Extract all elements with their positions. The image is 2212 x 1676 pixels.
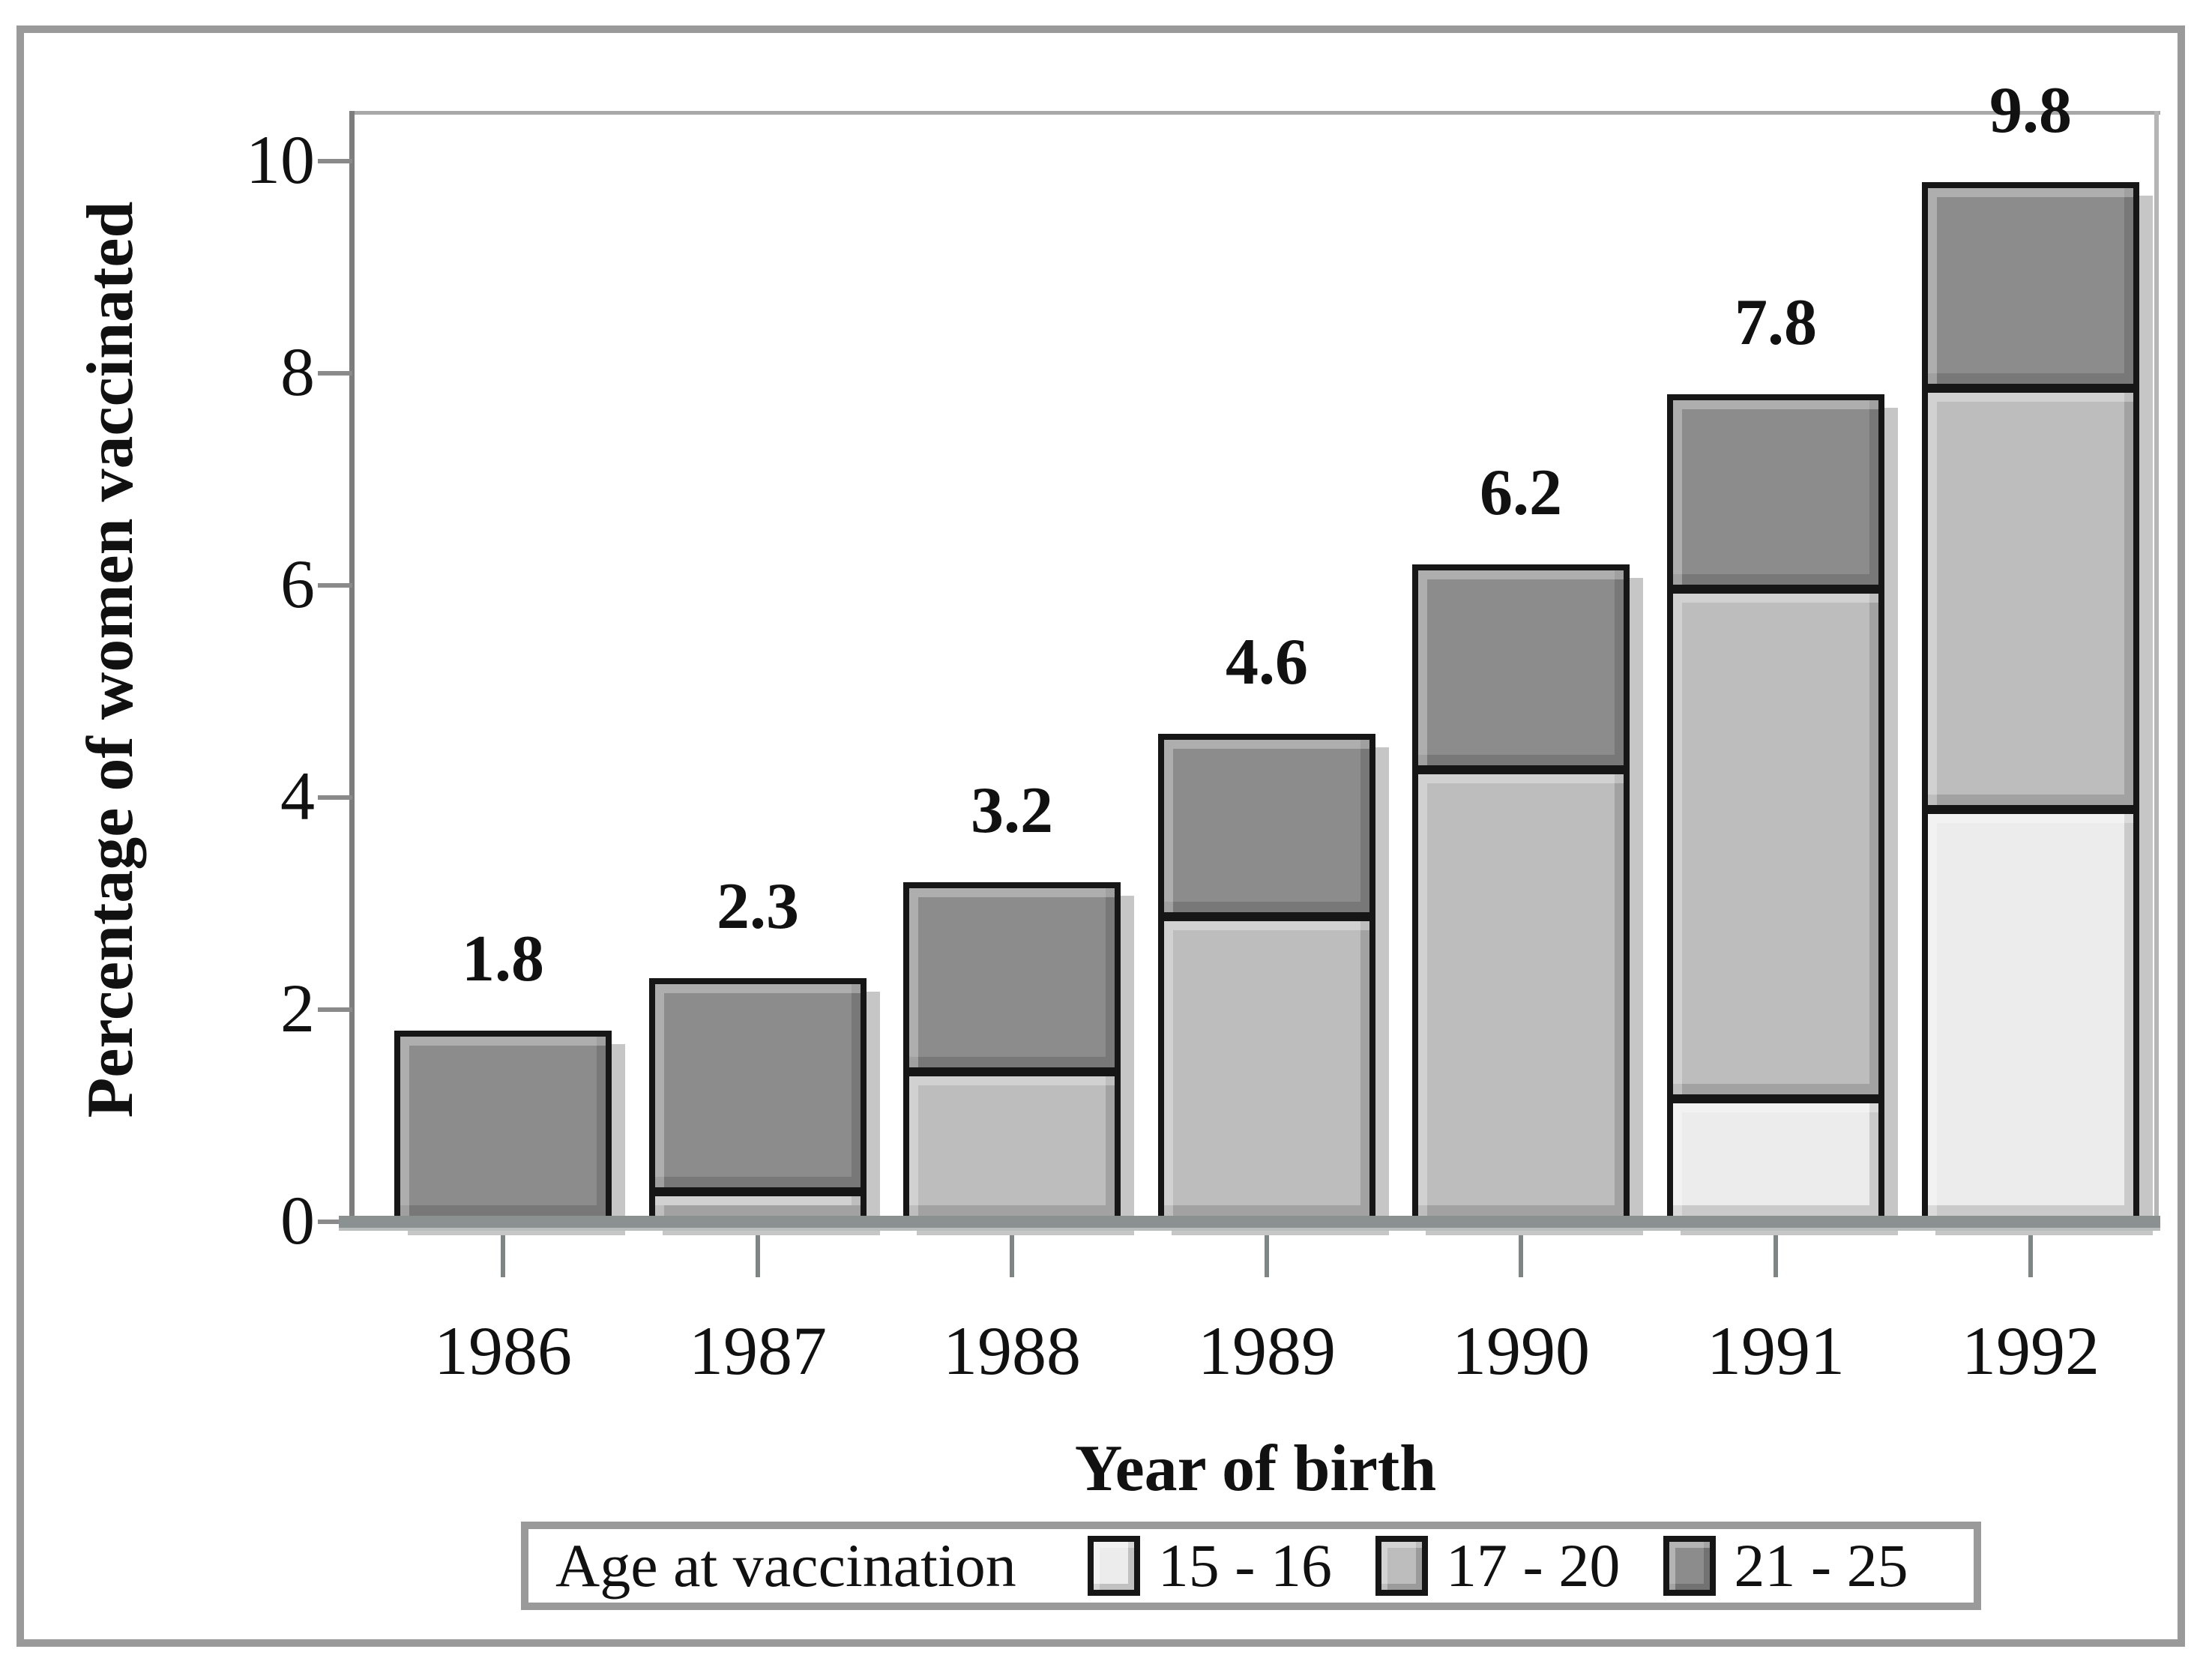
bar-segment-1989-21-25 (1164, 740, 1369, 913)
x-tick-label-1986: 1986 (434, 1312, 572, 1389)
bar-1992 (1922, 182, 2139, 1222)
bar-total-label-1989: 4.6 (1226, 626, 1308, 699)
x-tick-mark-1990 (1519, 1231, 1523, 1277)
plot-top-border (352, 111, 2160, 115)
x-tick-label-1987: 1987 (689, 1312, 827, 1389)
y-axis-title: Percentage of women vaccinated (74, 201, 147, 1118)
bar-total-label-1988: 3.2 (971, 774, 1053, 847)
bar-segment-1992-21-25 (1928, 188, 2133, 385)
bar-segment-1988-17-20 (909, 1067, 1115, 1216)
bar-segment-1987-17-20 (655, 1187, 861, 1216)
legend-label-21-25: 21 - 25 (1734, 1531, 1908, 1600)
x-tick-mark-1991 (1773, 1231, 1778, 1277)
legend-label-15-16: 15 - 16 (1157, 1531, 1333, 1600)
bar-1991 (1667, 394, 1884, 1222)
y-tick-label-10: 10 (246, 121, 315, 198)
bar-segment-1992-17-20 (1928, 384, 2133, 805)
legend-swatch-15-16 (1087, 1536, 1140, 1596)
y-tick-label-6: 6 (280, 546, 315, 622)
legend-item-21-25: 21 - 25 (1663, 1531, 1908, 1601)
y-tick-mark-10 (318, 159, 352, 163)
legend: Age at vaccination 15 - 16 17 - 20 21 - 25 (521, 1522, 1981, 1610)
bar-total-label-1992: 9.8 (1989, 74, 2072, 147)
legend-title: Age at vaccination (555, 1531, 1016, 1600)
x-tick-mark-1986 (501, 1231, 505, 1277)
bar-segment-1991-21-25 (1673, 400, 1878, 585)
legend-label-17-20: 17 - 20 (1446, 1531, 1621, 1600)
x-tick-mark-1992 (2028, 1231, 2033, 1277)
bar-segment-1987-21-25 (655, 984, 861, 1188)
legend-item-17-20: 17 - 20 (1375, 1531, 1620, 1601)
bar-segment-1986-21-25 (400, 1037, 606, 1216)
x-tick-label-1989: 1989 (1198, 1312, 1336, 1389)
bar-segment-1988-21-25 (909, 888, 1115, 1068)
y-tick-label-0: 0 (280, 1182, 315, 1258)
bar-1988 (903, 882, 1121, 1222)
x-tick-mark-1988 (1010, 1231, 1014, 1277)
bar-total-label-1991: 7.8 (1735, 286, 1817, 359)
x-axis-line (339, 1216, 2160, 1231)
y-tick-mark-2 (318, 1007, 352, 1012)
bar-1990 (1412, 564, 1630, 1222)
legend-items: 15 - 16 17 - 20 21 - 25 (1087, 1531, 1952, 1601)
y-tick-mark-4 (318, 795, 352, 800)
legend-swatch-17-20 (1375, 1536, 1429, 1596)
bar-segment-1992-15-16 (1928, 804, 2133, 1216)
y-tick-label-8: 8 (280, 334, 315, 410)
x-tick-mark-1987 (756, 1231, 760, 1277)
bar-1989 (1158, 734, 1375, 1222)
y-tick-mark-6 (318, 583, 352, 588)
y-tick-mark-8 (318, 371, 352, 376)
x-tick-label-1992: 1992 (1962, 1312, 2100, 1389)
legend-swatch-21-25 (1663, 1536, 1717, 1596)
bar-segment-1991-17-20 (1673, 584, 1878, 1094)
bar-total-label-1986: 1.8 (462, 923, 544, 995)
bar-segment-1990-21-25 (1418, 570, 1624, 766)
bar-segment-1991-15-16 (1673, 1094, 1878, 1216)
bar-segment-1989-17-20 (1164, 912, 1369, 1216)
bar-1987 (649, 978, 867, 1222)
y-axis-line (349, 111, 355, 1223)
bar-segment-1990-17-20 (1418, 765, 1624, 1216)
x-tick-label-1990: 1990 (1452, 1312, 1590, 1389)
plot-right-border (2154, 111, 2159, 1223)
x-tick-label-1988: 1988 (943, 1312, 1081, 1389)
y-tick-label-4: 4 (280, 758, 315, 834)
x-tick-label-1991: 1991 (1707, 1312, 1845, 1389)
bar-1986 (394, 1031, 612, 1222)
y-tick-mark-0 (318, 1220, 352, 1224)
x-axis-title: Year of birth (1074, 1432, 1437, 1505)
bar-total-label-1990: 6.2 (1480, 456, 1562, 529)
legend-item-15-16: 15 - 16 (1087, 1531, 1333, 1601)
bar-total-label-1987: 2.3 (717, 870, 799, 943)
x-tick-mark-1989 (1265, 1231, 1269, 1277)
y-tick-label-2: 2 (280, 970, 315, 1046)
